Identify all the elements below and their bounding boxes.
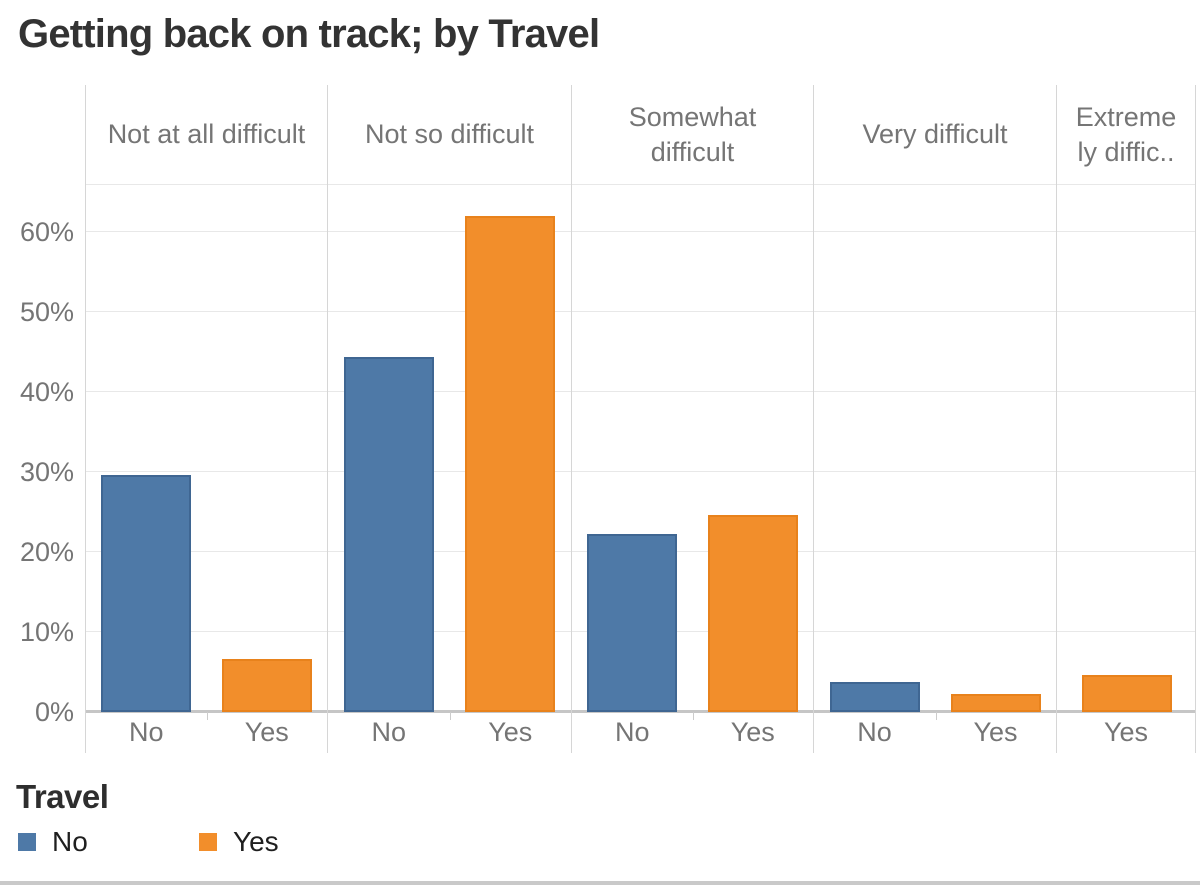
panel-x-labels: Yes xyxy=(1057,712,1195,753)
x-tick-label: Yes xyxy=(488,717,533,747)
axis-tick xyxy=(936,712,937,720)
facet-panel: Extreme ly diffic.. Yes xyxy=(1056,85,1196,753)
axis-tick xyxy=(450,712,451,720)
gridline-50 xyxy=(85,311,1196,312)
y-tick-label: 40% xyxy=(19,377,74,407)
x-tick-label: No xyxy=(857,717,892,747)
panel-x-labels: No Yes xyxy=(328,712,571,753)
panel-x-labels: No Yes xyxy=(86,712,327,753)
bar-yes[interactable] xyxy=(222,659,312,712)
x-tick-label: No xyxy=(614,717,650,747)
panel-header-label: Somewhat difficult xyxy=(572,85,813,185)
legend-item-no[interactable]: No xyxy=(18,826,88,858)
bar-no[interactable] xyxy=(101,475,191,712)
gridline-40 xyxy=(85,391,1196,392)
panel-plot xyxy=(1057,185,1195,712)
chart-title: Getting back on track; by Travel xyxy=(18,12,600,56)
x-tick-label: No xyxy=(371,717,406,747)
bar-no[interactable] xyxy=(344,357,434,712)
facet-panel: Not at all difficult No Yes xyxy=(85,85,327,753)
facet-panel: Very difficult No Yes xyxy=(813,85,1056,753)
x-tick-label: Yes xyxy=(973,717,1018,747)
y-tick-label: 50% xyxy=(19,297,74,327)
legend-item-yes[interactable]: Yes xyxy=(199,826,279,858)
gridline-30 xyxy=(85,471,1196,472)
x-tick-label: No xyxy=(128,717,164,747)
gridline-60 xyxy=(85,231,1196,232)
y-tick-label: 0% xyxy=(34,697,74,727)
chart-area: Not at all difficult No Yes Not so difficul… xyxy=(85,85,1196,753)
panel-header-label: Not so difficult xyxy=(328,85,571,185)
y-tick-label: 10% xyxy=(19,617,74,647)
panel-x-labels: No Yes xyxy=(814,712,1056,753)
y-tick-label: 30% xyxy=(19,457,74,487)
legend-item-label: No xyxy=(52,826,88,857)
panel-plot xyxy=(572,185,813,712)
panel-plot xyxy=(328,185,571,712)
y-tick-label: 20% xyxy=(19,537,74,567)
x-tick-label: Yes xyxy=(1103,717,1149,747)
legend-swatch-no-icon xyxy=(18,833,36,851)
facet-panel: Somewhat difficult No Yes xyxy=(571,85,813,753)
panel-header-label: Not at all difficult xyxy=(86,85,327,185)
x-tick-label: Yes xyxy=(730,717,775,747)
axis-tick xyxy=(693,712,694,720)
panel-plot xyxy=(814,185,1056,712)
axis-tick xyxy=(207,712,208,720)
panel-header-label: Extreme ly diffic.. xyxy=(1057,85,1195,185)
bar-no[interactable] xyxy=(830,682,920,712)
bar-yes[interactable] xyxy=(465,216,555,712)
x-tick-label: Yes xyxy=(244,717,289,747)
legend-item-label: Yes xyxy=(233,826,279,857)
panel-x-labels: No Yes xyxy=(572,712,813,753)
legend-title: Travel xyxy=(16,778,109,815)
panel-header-label: Very difficult xyxy=(814,85,1056,185)
facet-panel: Not so difficult No Yes xyxy=(327,85,571,753)
window-bottom-edge xyxy=(0,881,1200,885)
y-tick-label: 60% xyxy=(19,217,74,247)
bar-yes[interactable] xyxy=(1082,675,1172,712)
legend-swatch-yes-icon xyxy=(199,833,217,851)
bar-yes[interactable] xyxy=(951,694,1041,712)
bar-no[interactable] xyxy=(587,534,677,712)
panel-plot xyxy=(86,185,327,712)
bar-yes[interactable] xyxy=(708,515,798,712)
y-axis: 0% 10% 20% 30% 40% 50% 60% xyxy=(0,85,74,753)
